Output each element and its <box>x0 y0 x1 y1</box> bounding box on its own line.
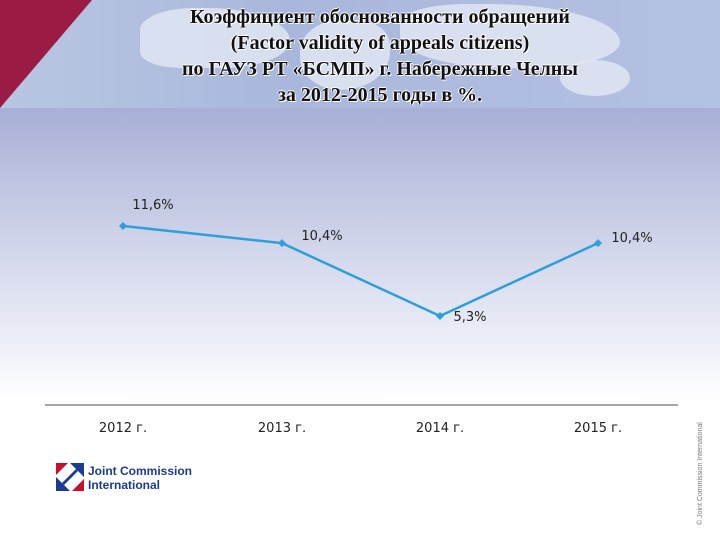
data-label-1: 11,6% <box>132 198 173 213</box>
copyright-watermark: © Joint Commission International <box>697 422 704 525</box>
x-tick-label-1: 2012 г. <box>99 421 147 436</box>
title-banner <box>0 0 720 108</box>
data-label-4: 10,4% <box>611 231 652 246</box>
logo-text-line-2: International <box>88 478 161 492</box>
data-label-2: 10,4% <box>301 229 342 244</box>
x-tick-label-4: 2015 г. <box>574 421 622 436</box>
jci-logo: Joint Commission International <box>56 463 196 523</box>
jci-logo-icon <box>56 463 84 491</box>
data-label-3: 5,3% <box>453 310 486 325</box>
x-tick-label-3: 2014 г. <box>416 421 464 436</box>
x-tick-label-2: 2013 г. <box>258 421 306 436</box>
logo-text-line-1: Joint Commission <box>88 464 193 478</box>
title-line-2: (Factor validity of appeals citizens) <box>230 32 530 54</box>
slide-title: Коэффициент обоснованности обращений (Fa… <box>90 4 670 108</box>
corner-accent <box>0 0 92 108</box>
title-line-3: по ГАУЗ РТ «БСМП» г. Набережные Челны <box>182 58 578 80</box>
data-point-2 <box>278 239 286 248</box>
title-line-1: Коэффициент обоснованности обращений <box>190 6 570 28</box>
title-line-4: за 2012-2015 годы в %. <box>277 84 483 106</box>
data-point-4 <box>594 239 602 248</box>
data-point-1 <box>119 222 127 230</box>
series-line <box>122 224 599 318</box>
data-point-3 <box>436 312 444 320</box>
